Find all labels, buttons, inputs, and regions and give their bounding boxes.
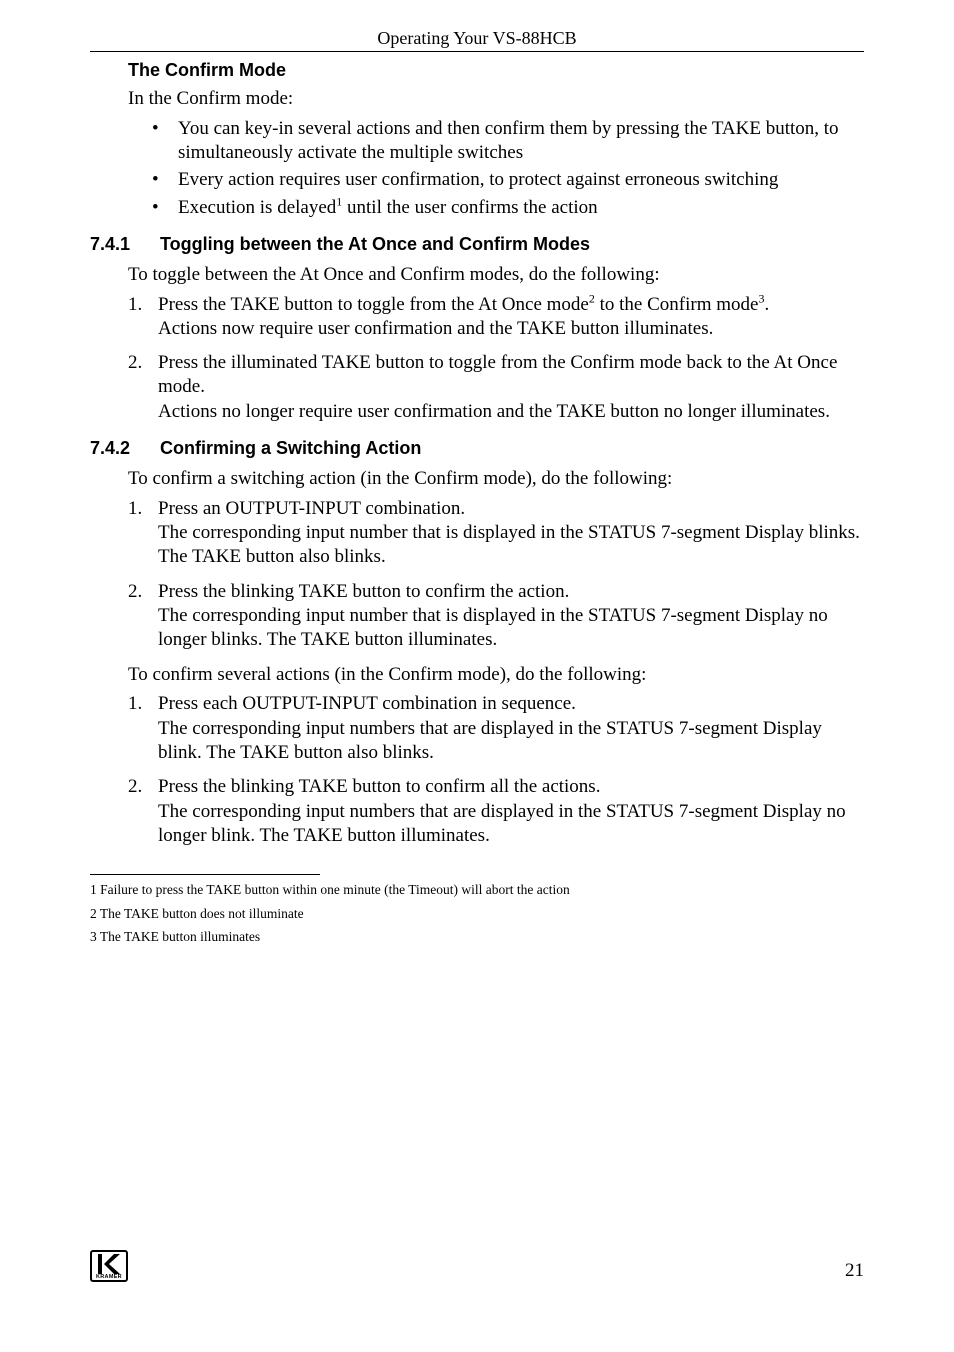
text: to the Confirm mode xyxy=(595,294,759,315)
list-item: Press each OUTPUT-INPUT combination in s… xyxy=(128,692,864,765)
list-item: You can key-in several actions and then … xyxy=(152,117,864,165)
text: The corresponding input numbers that are… xyxy=(158,718,822,763)
section-number: 7.4.2 xyxy=(90,438,160,459)
sec742a-list: Press an OUTPUT-INPUT combination. The c… xyxy=(128,497,864,653)
list-item: Press the TAKE button to toggle from the… xyxy=(128,293,864,342)
text: . xyxy=(764,294,769,315)
text: Press each OUTPUT-INPUT combination in s… xyxy=(158,693,576,714)
text: Execution is delayed xyxy=(178,197,336,218)
sec742b-list: Press each OUTPUT-INPUT combination in s… xyxy=(128,692,864,848)
running-header: Operating Your VS-88HCB xyxy=(90,28,864,52)
text: until the user confirms the action xyxy=(342,197,597,218)
list-item: Press the illuminated TAKE button to tog… xyxy=(128,351,864,424)
footnote-2: 2 The TAKE button does not illuminate xyxy=(90,905,864,923)
list-item: Press the blinking TAKE button to confir… xyxy=(128,580,864,653)
footnote-separator xyxy=(90,874,320,875)
logo-icon xyxy=(96,1254,122,1274)
list-item: Press an OUTPUT-INPUT combination. The c… xyxy=(128,497,864,570)
sec741-intro: To toggle between the At Once and Confir… xyxy=(128,263,864,287)
confirm-intro: In the Confirm mode: xyxy=(128,87,864,111)
text: The corresponding input number that is d… xyxy=(158,605,828,650)
confirm-bullet-list: You can key-in several actions and then … xyxy=(152,117,864,220)
footnote-1: 1 Failure to press the TAKE button withi… xyxy=(90,881,864,899)
section-741-heading: 7.4.1Toggling between the At Once and Co… xyxy=(90,234,864,255)
sec741-list: Press the TAKE button to toggle from the… xyxy=(128,293,864,425)
text: Actions now require user confirmation an… xyxy=(158,318,713,339)
text: The corresponding input number that is d… xyxy=(158,522,860,567)
text: Press the TAKE button to toggle from the… xyxy=(158,294,589,315)
text: Press the blinking TAKE button to confir… xyxy=(158,776,600,797)
list-item: Press the blinking TAKE button to confir… xyxy=(128,775,864,848)
logo-text: KRAMER xyxy=(96,1275,122,1281)
confirm-mode-heading: The Confirm Mode xyxy=(128,60,864,81)
section-title: Toggling between the At Once and Confirm… xyxy=(160,234,590,254)
text: Actions no longer require user confirmat… xyxy=(158,401,830,422)
sec742-intro: To confirm a switching action (in the Co… xyxy=(128,467,864,491)
text: The corresponding input numbers that are… xyxy=(158,801,846,846)
text: Press the blinking TAKE button to confir… xyxy=(158,581,569,602)
section-title: Confirming a Switching Action xyxy=(160,438,421,458)
text: Press an OUTPUT-INPUT combination. xyxy=(158,498,465,519)
page-number: 21 xyxy=(845,1260,864,1282)
list-item: Every action requires user confirmation,… xyxy=(152,168,864,192)
list-item: Execution is delayed1 until the user con… xyxy=(152,196,864,220)
text: Press the illuminated TAKE button to tog… xyxy=(158,352,837,397)
kramer-logo: KRAMER xyxy=(90,1250,128,1283)
sec742b-intro: To confirm several actions (in the Confi… xyxy=(128,663,864,687)
page-footer: KRAMER 21 xyxy=(90,1250,864,1283)
section-742-heading: 7.4.2Confirming a Switching Action xyxy=(90,438,864,459)
section-number: 7.4.1 xyxy=(90,234,160,255)
footnote-3: 3 The TAKE button illuminates xyxy=(90,928,864,946)
